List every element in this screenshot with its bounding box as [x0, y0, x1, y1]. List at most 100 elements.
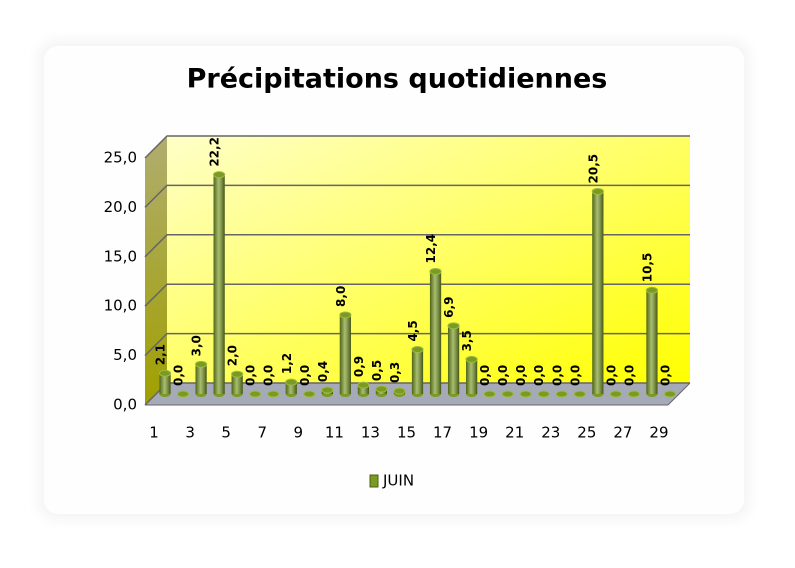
data-label: 22,2 — [208, 137, 222, 167]
data-label: 0,0 — [658, 365, 672, 386]
data-label: 0,5 — [370, 360, 384, 381]
bar-top — [393, 387, 406, 395]
bar-top — [158, 369, 172, 377]
x-tick-label: 5 — [221, 424, 231, 442]
data-label: 0,0 — [262, 365, 276, 386]
data-label: 3,5 — [460, 330, 474, 351]
bar-top — [213, 171, 226, 179]
bar-shade — [646, 290, 658, 394]
bar-shade — [357, 385, 369, 394]
bar-top — [249, 390, 262, 398]
bar-shade — [285, 382, 297, 394]
data-label: 0,0 — [568, 365, 582, 386]
data-label: 10,5 — [640, 253, 654, 283]
bar-top — [429, 267, 442, 275]
y-tick-label: 20,0 — [104, 198, 137, 216]
bar-top — [339, 311, 352, 319]
x-tick-label: 7 — [257, 424, 267, 442]
bar-top — [555, 390, 568, 398]
y-tick-label: 10,0 — [104, 297, 137, 315]
bar-shade — [339, 314, 351, 394]
x-tick-label: 15 — [397, 424, 416, 442]
data-label: 0,0 — [496, 365, 510, 386]
data-label: 2,0 — [226, 345, 240, 366]
data-label: 20,5 — [586, 154, 600, 184]
y-tick-label: 15,0 — [104, 247, 137, 265]
bar-shade — [447, 325, 460, 394]
bar-top — [375, 385, 388, 393]
bar-top — [447, 322, 460, 330]
bar-shade — [195, 364, 207, 394]
x-tick-label: 9 — [294, 424, 304, 442]
data-label: 6,9 — [442, 297, 456, 318]
bar-top — [519, 390, 532, 398]
legend-label: JUIN — [382, 472, 414, 490]
bar-top — [537, 390, 550, 398]
data-label: 0,0 — [532, 365, 546, 386]
chart-title: Précipitations quotidiennes — [187, 64, 608, 95]
x-tick-label: 17 — [433, 424, 452, 442]
grid-line — [144, 184, 690, 208]
data-label: 3,0 — [190, 335, 204, 356]
bar-top — [411, 346, 424, 354]
bar-top — [483, 390, 496, 398]
bar-top — [285, 378, 298, 386]
bar-top — [645, 286, 659, 294]
bar-shade — [466, 359, 478, 394]
data-label: 0,0 — [298, 365, 312, 386]
data-label: 0,3 — [388, 362, 402, 383]
bar-shade — [411, 349, 424, 394]
data-label: 12,4 — [424, 234, 438, 264]
bar-shade — [213, 174, 225, 394]
grid-line — [144, 283, 690, 307]
x-tick-label: 21 — [505, 424, 524, 442]
bar-top — [573, 390, 586, 398]
data-label: 0,0 — [514, 365, 528, 386]
data-label: 2,1 — [154, 344, 168, 365]
bar-top — [321, 386, 334, 394]
bar-top — [609, 390, 622, 398]
x-tick-label: 23 — [541, 424, 560, 442]
bar-top — [501, 390, 514, 398]
data-label: 0,0 — [622, 365, 636, 386]
bar-top — [627, 390, 641, 398]
x-tick-label: 25 — [577, 424, 596, 442]
data-label: 8,0 — [334, 286, 348, 307]
x-tick-label: 19 — [469, 424, 488, 442]
data-label: 0,9 — [352, 356, 366, 377]
data-label: 0,4 — [316, 361, 330, 382]
bar-top — [231, 370, 244, 378]
x-tick-label: 27 — [613, 424, 632, 442]
plot-area: 0,05,010,015,020,025,02,10,03,022,22,00,… — [104, 135, 691, 490]
y-tick-label: 5,0 — [113, 346, 137, 364]
bar-top — [303, 390, 316, 398]
data-label: 4,5 — [406, 320, 420, 341]
bar-top — [591, 187, 604, 195]
data-label: 0,0 — [244, 365, 258, 386]
bar-shade — [159, 373, 171, 394]
bar-top — [357, 381, 370, 389]
x-tick-label: 13 — [361, 424, 380, 442]
bar-shade — [592, 191, 604, 394]
data-label: 1,2 — [280, 353, 294, 374]
y-tick-label: 0,0 — [113, 396, 137, 414]
x-tick-label: 3 — [185, 424, 195, 442]
bar-shade — [429, 271, 442, 394]
bar-top — [663, 390, 677, 398]
bar-shade — [231, 374, 243, 394]
data-label: 0,0 — [604, 365, 618, 386]
bar-top — [194, 360, 208, 368]
grid-line — [144, 234, 690, 258]
y-tick-label: 25,0 — [104, 149, 137, 167]
data-label: 0,0 — [172, 365, 186, 386]
bar-top — [465, 355, 478, 363]
grid-line — [144, 135, 690, 159]
data-label: 0,0 — [478, 365, 492, 386]
side-wall — [145, 136, 167, 405]
legend-swatch — [369, 474, 379, 488]
data-label: 0,0 — [550, 365, 564, 386]
bar-top — [176, 390, 190, 398]
x-tick-label: 11 — [325, 424, 344, 442]
x-tick-label: 1 — [149, 424, 159, 442]
